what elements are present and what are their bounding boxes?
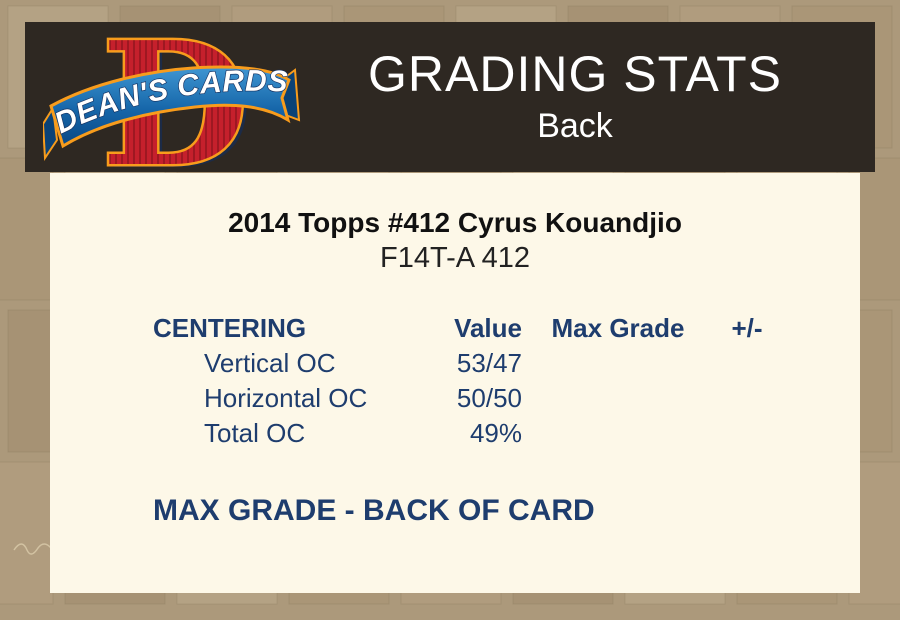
row-label: Vertical OC xyxy=(204,348,336,378)
page-subtitle: Back xyxy=(537,107,613,145)
page-title: GRADING STATS xyxy=(368,46,782,102)
row-max-grade xyxy=(522,416,714,451)
header-centering: CENTERING xyxy=(153,313,307,343)
table-row: Total OC 49% xyxy=(153,416,860,451)
card-code: F14T-A 412 xyxy=(380,242,530,274)
row-plus-minus xyxy=(714,416,780,451)
table-header-row: CENTERING Value Max Grade +/- xyxy=(153,311,860,346)
header-max-grade: Max Grade xyxy=(551,313,685,343)
header-text-block: GRADING STATS Back xyxy=(295,22,855,172)
stats-panel: 2014 Topps #412 Cyrus Kouandjio F14T-A 4… xyxy=(50,173,860,593)
row-max-grade xyxy=(522,381,714,416)
row-plus-minus xyxy=(714,381,780,416)
row-max-grade xyxy=(522,346,714,381)
centering-table: CENTERING Value Max Grade +/- Vertical O… xyxy=(153,311,860,451)
row-label: Horizontal OC xyxy=(204,383,368,413)
table-row: Horizontal OC 50/50 xyxy=(153,381,860,416)
table-row: Vertical OC 53/47 xyxy=(153,346,860,381)
row-plus-minus xyxy=(714,346,780,381)
row-label: Total OC xyxy=(204,418,306,448)
ribbon-banner xyxy=(49,65,291,149)
header-bar: D D DEAN'S CARDS GRADING STATS Back xyxy=(25,22,875,172)
card-title: 2014 Topps #412 Cyrus Kouandjio xyxy=(228,207,682,238)
deans-cards-logo: D D DEAN'S CARDS xyxy=(43,28,301,170)
header-value: Value xyxy=(454,313,522,343)
header-plus-minus: +/- xyxy=(731,313,763,343)
row-value: 53/47 xyxy=(456,348,522,378)
row-value: 50/50 xyxy=(456,383,522,413)
row-value: 49% xyxy=(469,418,522,448)
max-grade-heading: MAX GRADE - BACK OF CARD xyxy=(153,494,595,527)
